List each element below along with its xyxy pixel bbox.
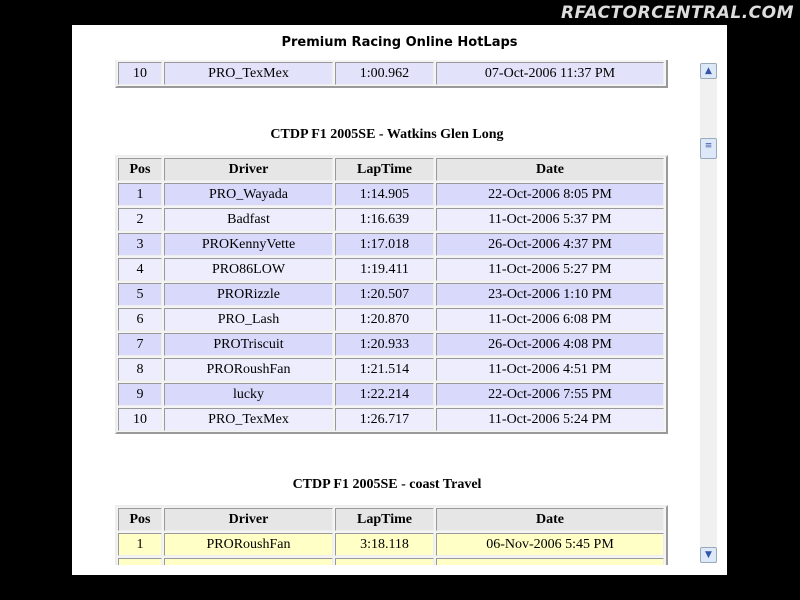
- table-cell: 10: [118, 408, 162, 431]
- column-header: LapTime: [335, 508, 434, 531]
- scroll-up[interactable]: ▲: [700, 63, 717, 79]
- table-cell: 1:20.870: [335, 308, 434, 331]
- table-cell: PRORoushFan: [164, 533, 333, 556]
- table-cell: 1:21.514: [335, 358, 434, 381]
- table-cell: 26-Oct-2006 4:08 PM: [436, 333, 664, 356]
- column-header: LapTime: [335, 158, 434, 181]
- table-cell: 1:19.411: [335, 258, 434, 281]
- table-cell: [436, 558, 664, 565]
- table-cell: 11-Oct-2006 5:24 PM: [436, 408, 664, 431]
- table-cell: 11-Oct-2006 5:27 PM: [436, 258, 664, 281]
- table-cell: PRO_Lash: [164, 308, 333, 331]
- table-cell: 11-Oct-2006 5:37 PM: [436, 208, 664, 231]
- scrollbar: ▲ ≡ ▼: [700, 63, 717, 563]
- table-cell: 26-Oct-2006 4:37 PM: [436, 233, 664, 256]
- column-header: Driver: [164, 158, 333, 181]
- table-cell: 22-Oct-2006 7:55 PM: [436, 383, 664, 406]
- table-cell: 5: [118, 283, 162, 306]
- column-header: Driver: [164, 508, 333, 531]
- table-cell: 1: [118, 533, 162, 556]
- table-cell: PRO_Wayada: [164, 183, 333, 206]
- table-cell: 6: [118, 308, 162, 331]
- table-cell: 4: [118, 258, 162, 281]
- table-cell: 1:20.933: [335, 333, 434, 356]
- table-cell: 1:00.962: [335, 62, 434, 85]
- table-cell: 1:20.507: [335, 283, 434, 306]
- table-cell: [164, 558, 333, 565]
- table-cell: 8: [118, 358, 162, 381]
- table-cell: 1:17.018: [335, 233, 434, 256]
- table-cell: PRO_TexMex: [164, 62, 333, 85]
- table-cell: 1:22.214: [335, 383, 434, 406]
- content: 10 PRO_TexMex 1:00.962 07-Oct-2006 11:37 PM…: [76, 60, 698, 565]
- table-cell: 07-Oct-2006 11:37 PM: [436, 62, 664, 85]
- table-cell: Badfast: [164, 208, 333, 231]
- table-cell: 1:16.639: [335, 208, 434, 231]
- table-cell: 3: [118, 233, 162, 256]
- table-cell: 06-Nov-2006 5:45 PM: [436, 533, 664, 556]
- table-cell: 2: [118, 208, 162, 231]
- table-title: CTDP F1 2005SE - Watkins Glen Long: [270, 127, 504, 142]
- table-cell: PRO_TexMex: [164, 408, 333, 431]
- table-cell: 11-Oct-2006 6:08 PM: [436, 308, 664, 331]
- table-cell: 22-Oct-2006 8:05 PM: [436, 183, 664, 206]
- scroll-thumb[interactable]: ≡: [700, 138, 717, 159]
- table-cell: 1:14.905: [335, 183, 434, 206]
- table-cell: [118, 558, 162, 565]
- table-cell: 9: [118, 383, 162, 406]
- table-cell: [335, 558, 434, 565]
- table-title: CTDP F1 2005SE - coast Travel: [292, 477, 482, 492]
- column-header: Pos: [118, 508, 162, 531]
- table-cell: PRO86LOW: [164, 258, 333, 281]
- column-header: Date: [436, 158, 664, 181]
- table-cell: 1: [118, 183, 162, 206]
- table-cell: PROKennyVette: [164, 233, 333, 256]
- table-cell: 1:26.717: [335, 408, 434, 431]
- logo: RFACTORCENTRAL.COM: [560, 3, 794, 23]
- table-cell: 7: [118, 333, 162, 356]
- table-cell: PROTriscuit: [164, 333, 333, 356]
- scroll-down[interactable]: ▼: [700, 547, 717, 563]
- window-title: Premium Racing Online HotLaps: [281, 35, 518, 50]
- table-cell: 3:18.118: [335, 533, 434, 556]
- table-cell: 10: [118, 62, 162, 85]
- table-cell: PRORizzle: [164, 283, 333, 306]
- table-cell: 11-Oct-2006 4:51 PM: [436, 358, 664, 381]
- column-header: Date: [436, 508, 664, 531]
- table-cell: lucky: [164, 383, 333, 406]
- column-header: Pos: [118, 158, 162, 181]
- table-cell: 23-Oct-2006 1:10 PM: [436, 283, 664, 306]
- table-cell: PRORoushFan: [164, 358, 333, 381]
